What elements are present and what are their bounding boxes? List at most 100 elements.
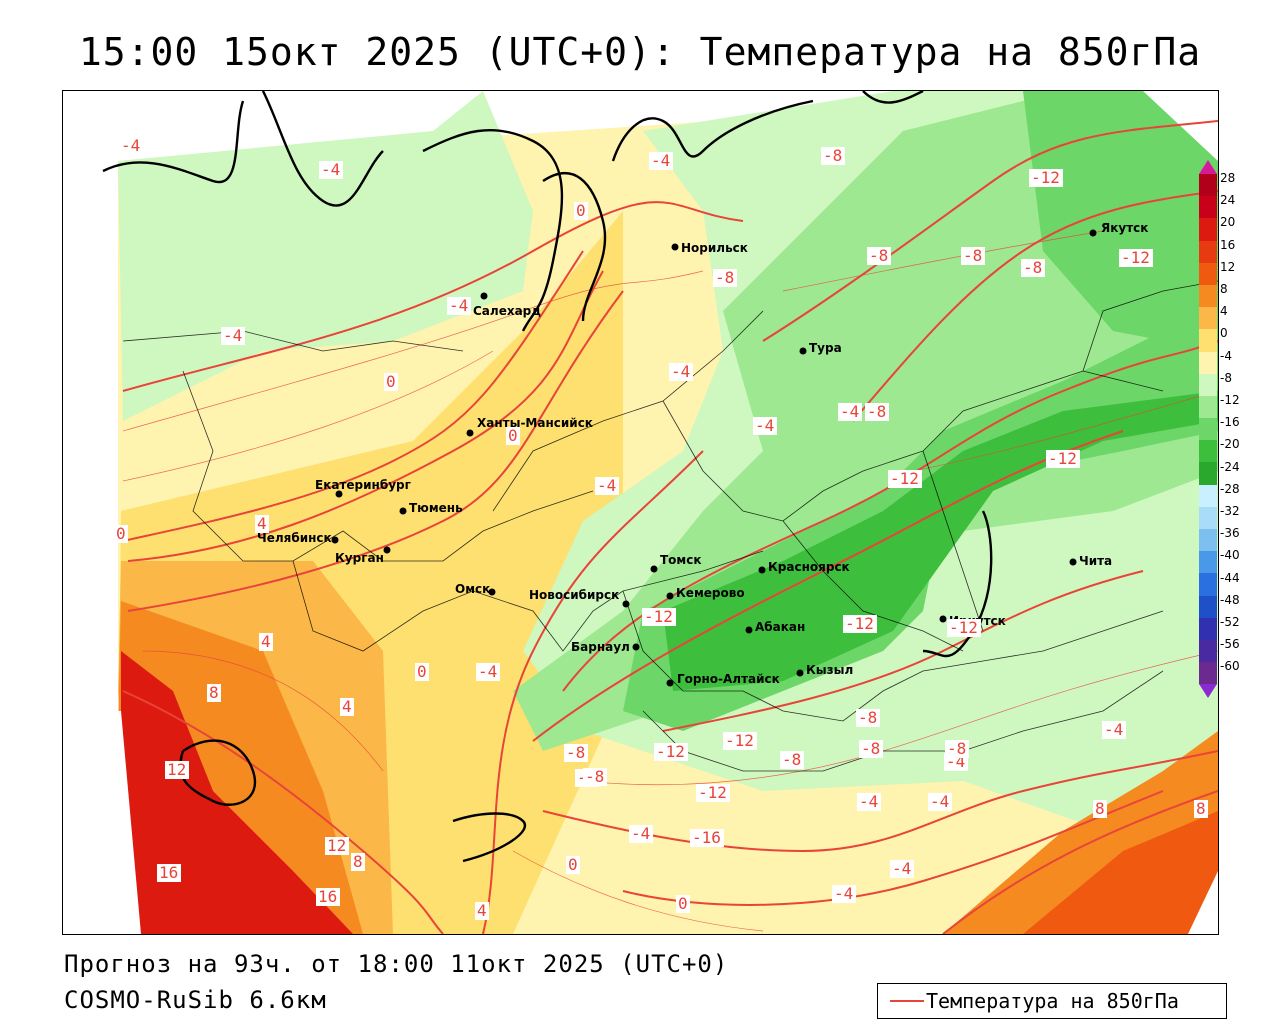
isoline-label-bg xyxy=(165,761,189,779)
colorbar-cell xyxy=(1199,240,1217,263)
isoline-label: -8 xyxy=(566,743,585,762)
isoline-label-bg xyxy=(696,784,730,802)
isoline-label-bg xyxy=(564,744,588,762)
city-khanty-mansiysk: Ханты-Мансийск xyxy=(466,416,593,437)
city-label-tyumen: Тюмень xyxy=(409,501,463,515)
isoline-label-bg xyxy=(780,751,804,769)
model-name: COSMO-RuSib 6.6км xyxy=(64,986,327,1014)
isoline-label-bg xyxy=(629,825,653,843)
isoline-label-bg xyxy=(157,864,181,882)
isoline-label: -8 xyxy=(947,739,966,758)
chart-title: 15:00 15окт 2025 (UTC+0): Температура на… xyxy=(78,30,1202,74)
isoline-label-bg xyxy=(867,247,891,265)
isoline-label-bg xyxy=(316,888,340,906)
city-label-tura: Тура xyxy=(809,341,842,355)
colorbar-top-arrow-icon xyxy=(1199,160,1217,174)
field-green-darkest xyxy=(663,391,1218,691)
isoline-label: -8 xyxy=(1023,258,1042,277)
colorbar-cell xyxy=(1199,573,1217,596)
isoline-label: -4 xyxy=(121,136,140,155)
isoline-label: 0 xyxy=(568,855,578,874)
outside-domain-top-right xyxy=(1143,91,1218,161)
isoline-label-bg xyxy=(888,470,922,488)
city-label-tomsk: Томск xyxy=(660,553,702,567)
isoline-label: 8 xyxy=(353,852,363,871)
city-yekaterinburg: Екатеринбург xyxy=(315,478,411,498)
city-label-kurgan: Курган xyxy=(335,551,384,565)
isoline-label-bg xyxy=(319,161,343,179)
isoline-label: -8 xyxy=(715,268,734,287)
colorbar-cell xyxy=(1199,307,1217,330)
colorbar-cell xyxy=(1199,218,1217,241)
isoline-label-bg xyxy=(1029,169,1063,187)
city-label-chelyabinsk: Челябинск xyxy=(257,531,332,545)
isoline-label: -4 xyxy=(223,326,242,345)
isoline-label-bg xyxy=(856,709,880,727)
isoline-label-bg xyxy=(690,829,724,847)
city-tura: Тура xyxy=(799,341,842,355)
isoline-label: 0 xyxy=(386,372,396,391)
isoline-label-bg xyxy=(447,297,471,315)
isoline-label: -8 xyxy=(585,767,604,786)
field-orange-se-dark xyxy=(1023,811,1218,934)
city-label-omsk: Омск xyxy=(455,582,490,596)
colorbar-cell xyxy=(1199,262,1217,285)
city-label-yakutsk: Якутск xyxy=(1101,221,1148,235)
isoline-label-bg xyxy=(676,895,690,913)
city-kurgan: Курган xyxy=(335,546,391,565)
isoline-label: -4 xyxy=(449,296,468,315)
city-barnaul: Барнаул xyxy=(571,640,640,654)
legend-line-swatch xyxy=(890,1000,924,1002)
colorbar-cell xyxy=(1199,284,1217,308)
forecast-info: Прогноз на 93ч. от 18:00 11окт 2025 (UTC… xyxy=(64,950,729,978)
colorbar-cell xyxy=(1199,595,1217,618)
isoline-label-bg xyxy=(753,417,777,435)
map-area[interactable]: Якутск Норильск Салехард Тура Ханты-Манс… xyxy=(62,90,1219,935)
isoline-label-bg xyxy=(838,403,862,421)
isoline-label: -4 xyxy=(671,362,690,381)
colorbar-cell xyxy=(1199,174,1217,197)
isoline-label-bg xyxy=(1102,721,1126,739)
city-yakutsk: Якутск xyxy=(1089,221,1148,237)
city-tomsk: Томск xyxy=(650,553,702,573)
city-label-barnaul: Барнаул xyxy=(571,640,630,654)
legend: Температура на 850гПа xyxy=(877,983,1227,1019)
legend-label: Температура на 850гПа xyxy=(926,989,1179,1013)
isoline-label-bg xyxy=(947,619,981,637)
city-label-khanty-mansiysk: Ханты-Мансийск xyxy=(477,416,593,430)
isoline-label: -4 xyxy=(892,859,911,878)
isoline-label: 0 xyxy=(417,662,427,681)
city-kyzyl: Кызыл xyxy=(796,663,853,677)
isoline-label-bg xyxy=(859,740,883,758)
city-label-abakan: Абакан xyxy=(755,620,805,634)
colorbar-cell xyxy=(1199,440,1217,463)
isoline-labels: -4-40-4-4-8-8-12-8 -8-8-12-4-4-400-4-4 -8-… xyxy=(114,136,1208,920)
isoline-label: -4 xyxy=(651,151,670,170)
isoline-label: -12 xyxy=(949,618,978,637)
isoline-label-bg xyxy=(566,856,580,874)
isoline-label: 0 xyxy=(678,894,688,913)
isoline-label: 0 xyxy=(576,201,586,220)
city-omsk: Омск xyxy=(455,582,496,596)
isoline-label: 4 xyxy=(261,632,271,651)
city-label-yekaterinburg: Екатеринбург xyxy=(315,478,411,492)
city-label-kemerovo: Кемерово xyxy=(676,586,745,600)
isoline-label: -12 xyxy=(890,469,919,488)
isoline-label-bg xyxy=(384,373,398,391)
isoline-label-bg xyxy=(325,837,349,855)
admin-borders xyxy=(122,280,1218,772)
isoline-label-bg xyxy=(506,427,520,445)
isoline-label: -4 xyxy=(1104,720,1123,739)
city-label-norilsk: Норильск xyxy=(681,241,748,255)
isoline-label-bg xyxy=(255,515,269,533)
outside-domain-bottom-right xyxy=(1188,871,1218,934)
isoline-label-bg xyxy=(476,663,500,681)
isoline-label-bg xyxy=(654,743,688,761)
colorbar-cell xyxy=(1199,418,1217,441)
isoline-label: 16 xyxy=(159,863,178,882)
isoline-label: 8 xyxy=(209,683,219,702)
colorbar-cell xyxy=(1199,639,1217,663)
city-chita: Чита xyxy=(1069,554,1112,568)
colorbar-cell xyxy=(1199,484,1217,507)
isoline-label: -4 xyxy=(478,662,497,681)
